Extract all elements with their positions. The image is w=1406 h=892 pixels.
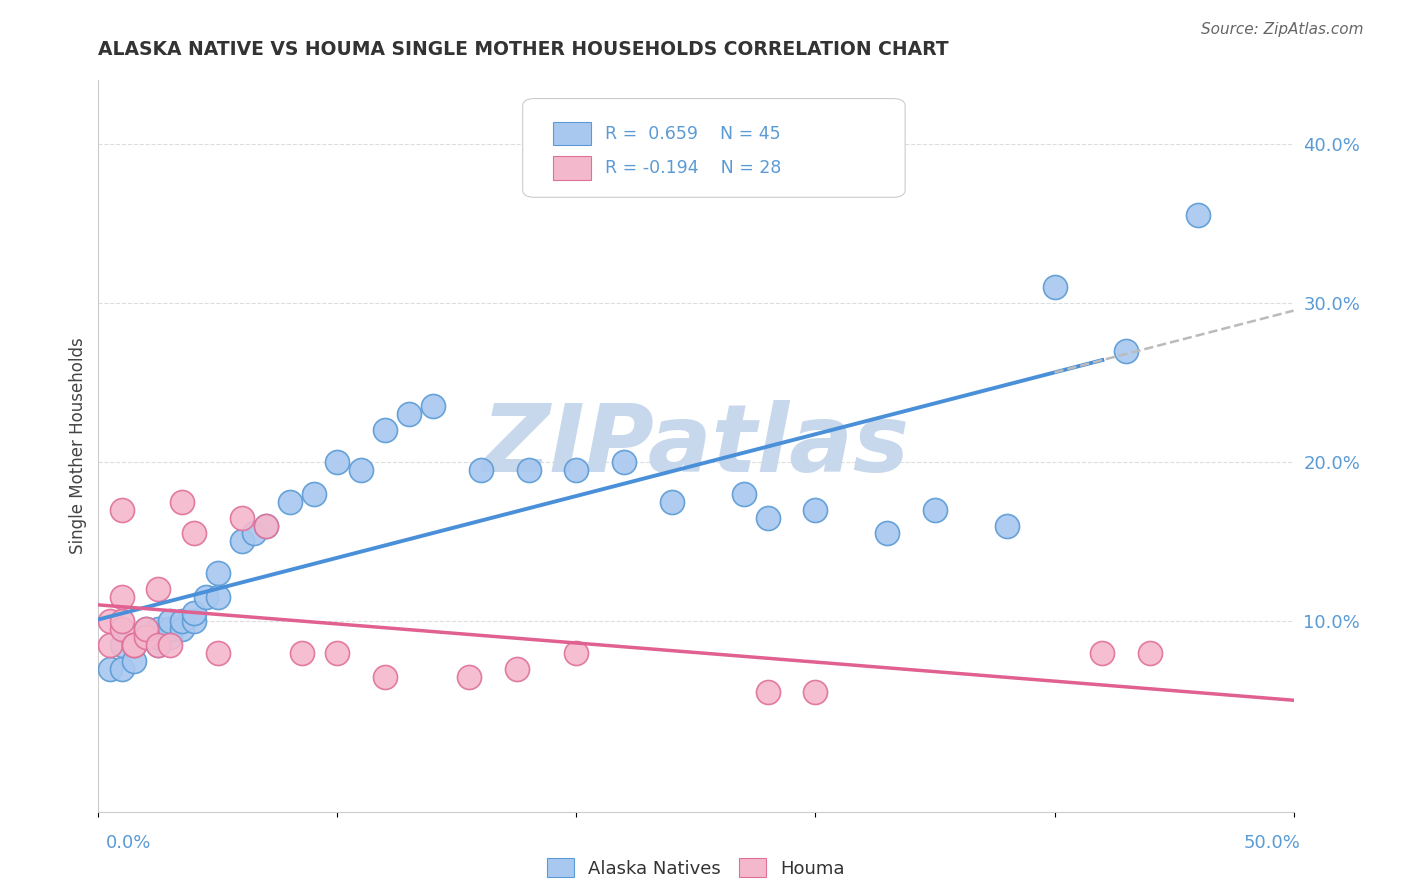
Y-axis label: Single Mother Households: Single Mother Households <box>69 338 87 554</box>
Point <box>124 638 146 652</box>
Point <box>172 614 194 628</box>
Point <box>458 669 481 683</box>
Point <box>159 638 181 652</box>
Point <box>326 646 349 660</box>
Point <box>756 685 779 699</box>
Point <box>565 463 588 477</box>
Point <box>159 614 181 628</box>
Point <box>1115 343 1137 358</box>
Point <box>470 463 492 477</box>
Point <box>159 630 181 644</box>
Point <box>183 614 205 628</box>
Point <box>254 518 277 533</box>
Point <box>98 614 122 628</box>
Point <box>422 399 444 413</box>
Point <box>183 526 205 541</box>
Point <box>207 566 229 581</box>
Point <box>111 614 134 628</box>
Point <box>135 630 157 644</box>
Text: R = -0.194    N = 28: R = -0.194 N = 28 <box>605 159 782 177</box>
Point <box>111 590 134 604</box>
Text: 50.0%: 50.0% <box>1244 834 1301 852</box>
Point <box>98 638 122 652</box>
Point <box>111 622 134 636</box>
Point <box>254 518 277 533</box>
Text: ALASKA NATIVE VS HOUMA SINGLE MOTHER HOUSEHOLDS CORRELATION CHART: ALASKA NATIVE VS HOUMA SINGLE MOTHER HOU… <box>98 40 949 59</box>
Point <box>172 494 194 508</box>
Point <box>159 622 181 636</box>
Text: R =  0.659    N = 45: R = 0.659 N = 45 <box>605 125 780 143</box>
Point <box>231 534 253 549</box>
Point <box>517 463 540 477</box>
Point <box>135 622 157 636</box>
Point <box>148 638 170 652</box>
Point <box>148 582 170 596</box>
Point <box>876 526 898 541</box>
FancyBboxPatch shape <box>553 122 591 145</box>
Point <box>398 407 420 421</box>
Point <box>924 502 946 516</box>
Point <box>661 494 683 508</box>
Point <box>1139 646 1161 660</box>
Point <box>111 638 134 652</box>
Point <box>374 669 396 683</box>
Point <box>995 518 1018 533</box>
Point <box>124 654 146 668</box>
Point <box>148 630 170 644</box>
Point <box>243 526 266 541</box>
Point <box>733 486 755 500</box>
Point <box>194 590 217 604</box>
Point <box>1187 209 1209 223</box>
Point <box>148 638 170 652</box>
Point <box>135 630 157 644</box>
Text: ZIPatlas: ZIPatlas <box>482 400 910 492</box>
Point <box>756 510 779 524</box>
Point <box>506 662 529 676</box>
Point <box>613 455 636 469</box>
Text: 0.0%: 0.0% <box>105 834 150 852</box>
FancyBboxPatch shape <box>553 156 591 180</box>
Point <box>207 590 229 604</box>
Legend: Alaska Natives, Houma: Alaska Natives, Houma <box>537 849 855 887</box>
Point <box>374 423 396 437</box>
Point <box>183 606 205 620</box>
Point <box>804 502 827 516</box>
Point <box>302 486 325 500</box>
Point <box>326 455 349 469</box>
Point <box>124 638 146 652</box>
Point <box>98 662 122 676</box>
Point <box>1043 280 1066 294</box>
Text: Source: ZipAtlas.com: Source: ZipAtlas.com <box>1201 22 1364 37</box>
Point <box>172 622 194 636</box>
Point <box>124 638 146 652</box>
FancyBboxPatch shape <box>523 99 905 197</box>
Point <box>231 510 253 524</box>
Point <box>111 662 134 676</box>
Point <box>135 622 157 636</box>
Point <box>290 646 312 660</box>
Point <box>1091 646 1114 660</box>
Point <box>207 646 229 660</box>
Point <box>111 502 134 516</box>
Point <box>148 622 170 636</box>
Point <box>135 630 157 644</box>
Point <box>350 463 373 477</box>
Point <box>804 685 827 699</box>
Point <box>565 646 588 660</box>
Point <box>278 494 301 508</box>
